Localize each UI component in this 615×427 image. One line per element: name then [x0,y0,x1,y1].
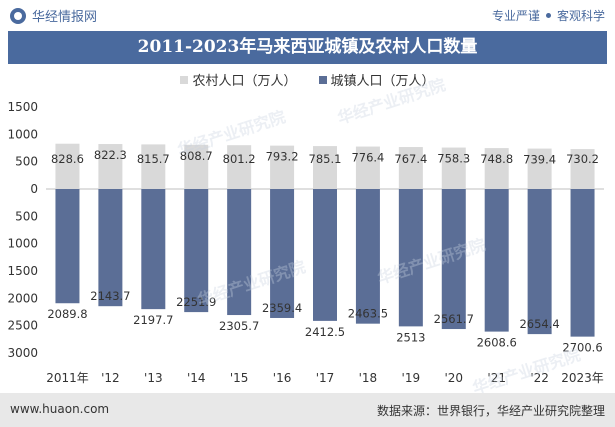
bar-urban [184,189,209,313]
legend-label-rural: 农村人口（万人） [192,74,297,89]
x-tick-label: '21 [487,371,506,385]
y-tick-label: 500 [15,209,38,223]
bar-rural [55,143,80,189]
bar-rural [527,148,552,189]
y-tick-label: 2000 [7,291,38,305]
y-tick-label: 1000 [7,237,38,251]
bar-rural [441,147,466,189]
bar-urban [570,189,595,337]
data-label-rural: 808.7 [180,149,213,163]
bullet-dot-icon [545,13,551,18]
data-label-urban: 2561.7 [434,312,474,326]
bar-urban [270,189,295,318]
top-bar: 华经情报网 专业严谨 客观科学 [0,0,615,30]
legend-label-urban: 城镇人口（万人） [330,74,435,89]
bar-urban [527,189,552,335]
footer-website: www.huaon.com [10,402,110,416]
data-label-urban: 2700.6 [562,341,602,355]
bar-urban [313,189,337,321]
data-label-rural: 793.2 [266,150,299,164]
x-tick-label: 2023年 [561,371,604,385]
data-label-rural: 785.1 [309,152,342,166]
bar-rural [398,147,423,189]
brand-logo-icon [10,7,26,24]
x-tick-label: '19 [402,371,421,385]
bar-chart: 1500 1000 500 0 500 1000 1500 2000 2500 3000 828.6… [7,100,604,385]
data-label-rural: 767.4 [394,152,427,166]
y-tick-label: 1500 [7,100,38,114]
chart-legend: 农村人口（万人） 城镇人口（万人） [0,70,615,89]
x-tick-label: '12 [101,371,120,385]
data-label-urban: 2463.5 [348,307,388,321]
x-tick-label: '17 [316,371,335,385]
data-label-urban: 2412.5 [305,325,345,339]
data-label-rural: 815.7 [137,152,170,166]
y-tick-label: 0 [30,182,38,196]
bar-rural [570,149,595,189]
y-tick-label: 500 [15,155,38,169]
bar-urban [227,189,252,316]
brand-name: 华经情报网 [32,10,98,25]
data-label-rural: 828.6 [51,152,84,166]
bar-rural [184,144,209,189]
footer-source: 数据来源：世界银行，华经产业研究院整理 [376,404,605,418]
x-tick-label: '18 [359,371,378,385]
data-label-urban: 2251.9 [176,295,216,309]
data-label-urban: 2608.6 [477,336,517,350]
bar-rural [313,146,337,189]
bar-urban [484,189,509,332]
data-label-rural: 801.2 [223,152,256,166]
bar-rural [270,145,295,189]
tagline: 专业严谨 客观科学 [492,7,605,24]
tagline-left: 专业严谨 [491,9,540,23]
x-tick-label: '16 [273,371,292,385]
bar-urban [55,189,80,304]
data-label-rural: 739.4 [523,153,556,167]
data-label-urban: 2143.7 [90,289,130,303]
x-tick-label: '13 [144,371,163,385]
data-label-rural: 822.3 [94,148,127,162]
bar-urban [355,189,380,324]
bar-rural [98,144,123,189]
x-tick-label: '14 [187,371,206,385]
bar-urban [441,189,466,330]
bar-rural [227,145,252,189]
legend-swatch-rural [180,75,189,84]
bar-rural [141,144,166,189]
bar-urban [398,189,423,327]
x-tick-label: '15 [230,371,249,385]
y-tick-label: 1000 [7,127,38,141]
x-tick-label: 2011年 [46,371,89,385]
footer: www.huaon.com 数据来源：世界银行，华经产业研究院整理 [0,393,615,427]
x-tick-label: '22 [530,371,549,385]
bar-urban [98,189,123,307]
legend-swatch-urban [318,75,327,84]
y-tick-label: 2500 [7,319,38,333]
bar-rural [484,148,509,189]
legend-item-rural: 农村人口（万人） [180,70,297,89]
legend-item-urban: 城镇人口（万人） [318,70,435,89]
bar-urban [141,189,166,310]
bar-rural [355,146,380,189]
data-label-urban: 2513 [396,330,425,344]
data-label-urban: 2359.4 [262,301,302,315]
data-label-urban: 2197.7 [133,313,173,327]
chart-title: 2011-2023年马来西亚城镇及农村人口数量 [8,31,607,64]
tagline-right: 客观科学 [556,9,605,23]
y-tick-label: 1500 [7,264,38,278]
data-label-urban: 2089.8 [47,307,87,321]
x-tick-label: '20 [444,371,463,385]
data-label-urban: 2305.7 [219,319,259,333]
brand: 华经情报网 [10,6,97,25]
data-label-rural: 758.3 [437,152,470,166]
data-label-rural: 776.4 [351,151,384,165]
data-label-rural: 748.8 [480,152,513,166]
y-tick-label: 3000 [7,346,38,360]
data-label-rural: 730.2 [566,152,599,166]
data-label-urban: 2654.4 [519,317,559,331]
